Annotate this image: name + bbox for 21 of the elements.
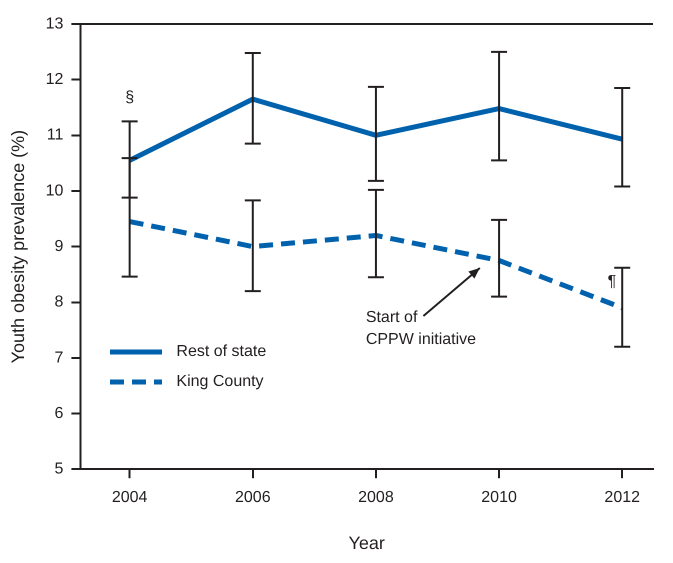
x-tick-label: 2012: [604, 489, 640, 506]
y-axis-title: Youth obesity prevalence (%): [8, 130, 28, 364]
y-tick-label: 7: [54, 349, 64, 366]
y-tick-label: 10: [46, 182, 64, 200]
annotation: Start of CPPW initiative: [366, 308, 476, 348]
x-tick-label: 2006: [234, 489, 271, 506]
x-tick-label: 2008: [358, 489, 394, 506]
annotation: ¶: [608, 273, 616, 290]
y-tick-label: 6: [54, 404, 64, 422]
y-tick-label: 9: [54, 238, 64, 256]
x-tick-label: 2004: [112, 489, 148, 506]
y-tick-label: 8: [54, 294, 64, 311]
y-tick-label: 12: [46, 71, 64, 88]
x-axis-title: Year: [348, 533, 385, 554]
y-tick-label: 5: [54, 460, 64, 478]
legend-label: King County: [176, 372, 264, 391]
annotation: §: [125, 88, 134, 106]
x-tick-label: 2010: [481, 489, 517, 506]
y-tick-label: 13: [46, 15, 64, 32]
legend-label: Rest of state: [176, 342, 266, 361]
y-tick-label: 11: [46, 126, 64, 144]
